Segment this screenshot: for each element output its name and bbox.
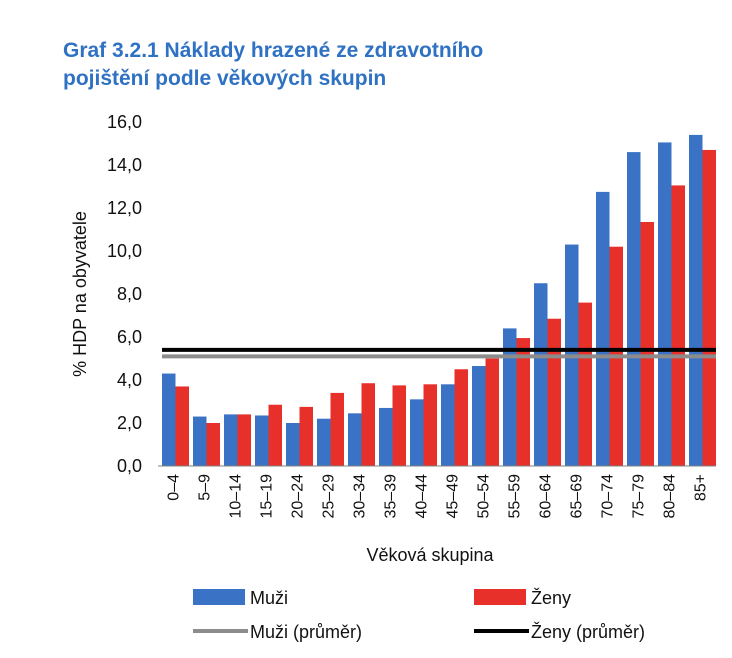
- x-tick-label: 65–69: [569, 474, 586, 519]
- bar-muzi: [348, 413, 362, 466]
- x-tick-label: 55–59: [507, 474, 524, 519]
- chart-title-line-1: Graf 3.2.1 Náklady hrazené ze zdravotníh…: [63, 39, 484, 62]
- bar-zeny: [175, 386, 189, 466]
- legend-label: Muži: [250, 588, 288, 608]
- y-tick-label: 4,0: [117, 370, 142, 390]
- bar-muzi: [317, 418, 331, 466]
- bar-muzi: [379, 407, 393, 466]
- y-tick-label: 12,0: [107, 198, 142, 218]
- bar-muzi: [534, 283, 548, 466]
- bar-zeny: [516, 338, 530, 466]
- y-tick-label: 6,0: [117, 327, 142, 347]
- x-tick-label: 80–84: [662, 474, 679, 519]
- y-axis-ticks: 0,0 2,0 4,0 6,0 8,0 10,0 12,0 14,0 16,0: [107, 112, 142, 476]
- legend-label: Muži (průměr): [250, 622, 362, 642]
- bar-muzi: [472, 366, 486, 466]
- y-tick-label: 14,0: [107, 155, 142, 175]
- x-tick-label: 15–19: [259, 474, 276, 519]
- x-tick-label: 5–9: [197, 474, 214, 501]
- legend-swatch: [474, 589, 526, 605]
- bar-muzi: [596, 191, 610, 466]
- legend: Muži Ženy Muži (průměr) Ženy (průměr): [193, 588, 645, 642]
- x-tick-label: 35–39: [383, 474, 400, 519]
- bar-muzi: [286, 423, 300, 466]
- bar-muzi: [255, 415, 269, 466]
- x-axis-label: Věková skupina: [366, 545, 494, 565]
- bar-muzi: [441, 384, 455, 466]
- y-tick-label: 0,0: [117, 456, 142, 476]
- bar-zeny: [640, 221, 654, 466]
- bar-muzi: [224, 414, 238, 466]
- bar-zeny: [578, 302, 592, 466]
- x-tick-label: 20–24: [290, 474, 307, 519]
- bar-zeny: [702, 149, 716, 466]
- bar-zeny: [361, 383, 375, 466]
- bar-muzi: [689, 134, 703, 466]
- y-axis-label: % HDP na obyvatele: [70, 211, 90, 377]
- x-tick-label: 60–64: [538, 474, 555, 519]
- y-tick-label: 8,0: [117, 284, 142, 304]
- average-lines: [162, 347, 716, 359]
- bar-zeny: [671, 185, 685, 467]
- x-tick-label: 40–44: [414, 474, 431, 519]
- x-tick-label: 70–74: [600, 474, 617, 519]
- bar-zeny: [454, 369, 468, 466]
- y-tick-label: 10,0: [107, 241, 142, 261]
- x-tick-label: 50–54: [476, 474, 493, 519]
- y-tick-label: 16,0: [107, 112, 142, 132]
- bars: [162, 134, 716, 467]
- chart-title-line-2: pojištění podle věkových skupin: [63, 67, 387, 90]
- bar-muzi: [162, 373, 176, 466]
- legend-label: Ženy (průměr): [531, 622, 645, 642]
- x-tick-label: 30–34: [352, 474, 369, 519]
- bar-muzi: [193, 416, 207, 466]
- chart-title: Graf 3.2.1 Náklady hrazené ze zdravotníh…: [63, 37, 483, 93]
- bar-muzi: [410, 399, 424, 466]
- bar-zeny: [299, 406, 313, 466]
- bar-zeny: [206, 423, 220, 466]
- bar-zeny: [423, 384, 437, 466]
- x-tick-label: 85+: [693, 474, 710, 501]
- x-tick-label: 75–79: [631, 474, 648, 519]
- x-tick-label: 0–4: [166, 474, 183, 501]
- bar-zeny: [268, 404, 282, 466]
- y-tick-label: 2,0: [117, 413, 142, 433]
- x-tick-label: 10–14: [228, 474, 245, 519]
- x-tick-label: 45–49: [445, 474, 462, 519]
- bar-zeny: [485, 358, 499, 466]
- x-tick-label: 25–29: [321, 474, 338, 519]
- bar-zeny: [547, 318, 561, 466]
- bar-muzi: [627, 152, 641, 466]
- bar-zeny: [330, 392, 344, 466]
- x-axis-ticks: 0–4 5–9 10–14 15–19 20–24 25–29 30–34 35–39 40–4…: [166, 474, 710, 519]
- bar-zeny: [237, 414, 251, 466]
- bar-zeny: [392, 385, 406, 466]
- legend-label: Ženy: [531, 588, 571, 608]
- bar-muzi: [503, 328, 517, 466]
- bar-muzi: [658, 142, 672, 467]
- legend-swatch: [193, 589, 245, 605]
